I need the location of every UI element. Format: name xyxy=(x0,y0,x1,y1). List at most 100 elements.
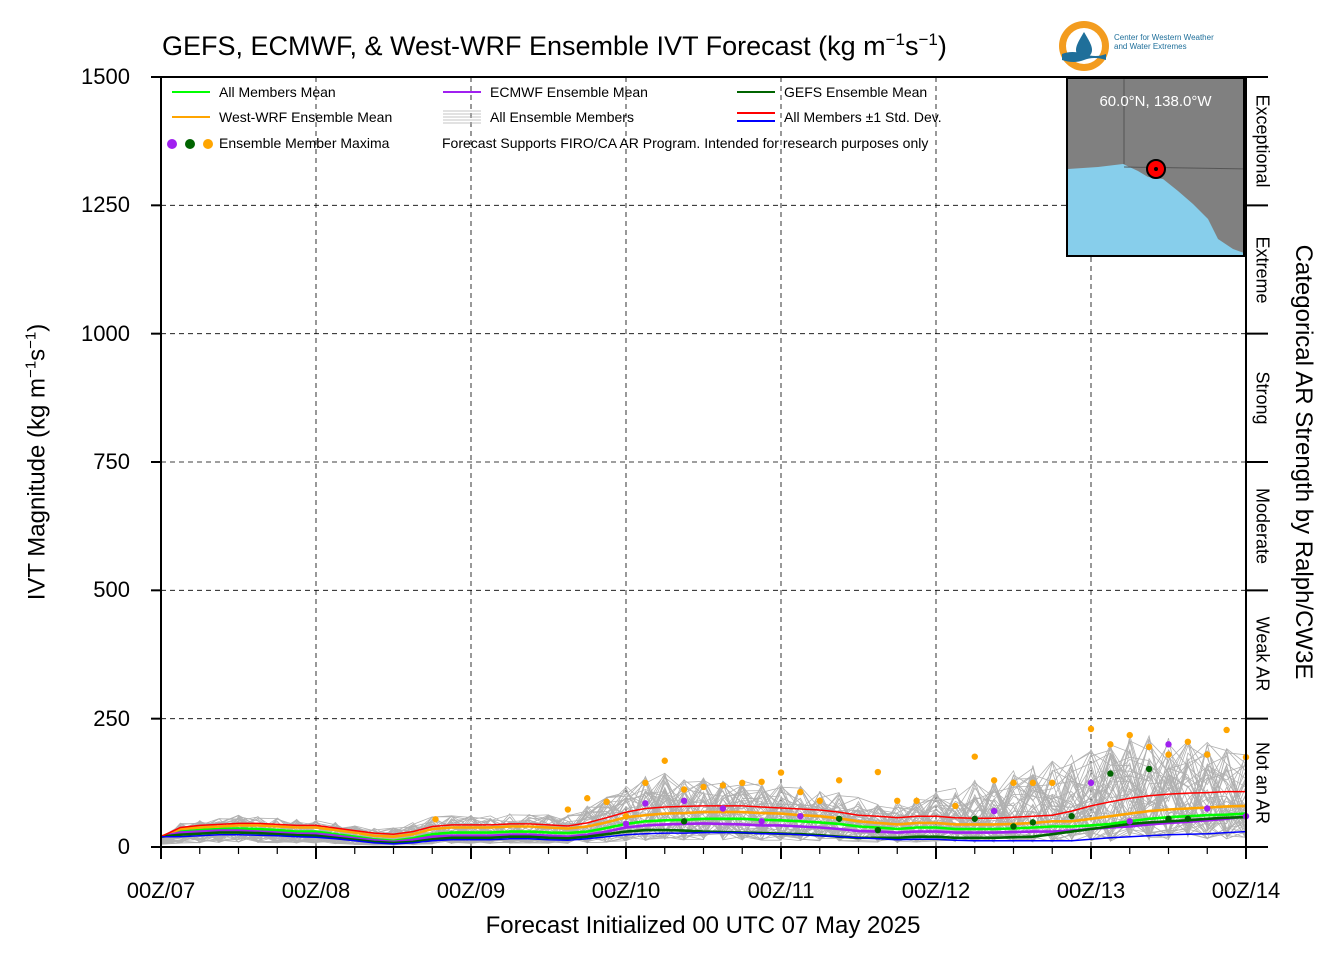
chart-title: GEFS, ECMWF, & West-WRF Ensemble IVT For… xyxy=(162,30,947,61)
x-tick-label: 00Z/11 xyxy=(747,878,815,903)
maximum-point xyxy=(797,813,804,820)
maximum-point xyxy=(874,826,882,834)
maximum-point xyxy=(1165,751,1172,758)
series-line xyxy=(161,830,1247,845)
y-tick-label: 1250 xyxy=(81,192,130,217)
maximum-point xyxy=(1087,725,1095,733)
maximum-point xyxy=(1204,805,1211,812)
maximum-point xyxy=(990,777,998,784)
category-label: Not an AR xyxy=(1252,741,1273,825)
legend-std-dev: All Members ±1 Std. Dev. xyxy=(784,109,942,125)
x-tick-label: 00Z/08 xyxy=(281,878,351,903)
maximum-point xyxy=(739,779,746,787)
maximum-point xyxy=(1029,779,1037,787)
maximum-point xyxy=(1204,751,1211,758)
ensemble-member-line xyxy=(160,752,1247,845)
maximum-point xyxy=(719,805,727,812)
y-tick-label: 1500 xyxy=(81,64,130,89)
category-label: Weak AR xyxy=(1252,616,1273,692)
cw3e-logo-icon xyxy=(1059,21,1109,71)
ensemble-member-line xyxy=(160,748,1247,846)
ensemble-maxima xyxy=(432,725,1250,834)
maximum-point xyxy=(1184,738,1192,745)
maximum-point xyxy=(1049,779,1056,787)
maximum-point xyxy=(874,768,882,776)
location-map-inset: 60.0°N, 138.0°W xyxy=(1066,77,1245,257)
grid-lines xyxy=(161,77,1246,847)
legend-disclaimer: Forecast Supports FIRO/CA AR Program. In… xyxy=(442,135,929,151)
x-tick-label: 00Z/09 xyxy=(436,878,506,903)
x-axis-label: Forecast Initialized 00 UTC 07 May 2025 xyxy=(485,912,921,939)
legend-dot-wrf xyxy=(203,139,213,149)
series-line xyxy=(160,812,1247,843)
maximum-point xyxy=(971,753,978,760)
category-label: Strong xyxy=(1252,371,1273,425)
inset-location-label: 60.0°N, 138.0°W xyxy=(1099,93,1212,110)
maximum-point xyxy=(432,816,439,823)
maximum-point xyxy=(1068,813,1075,820)
maximum-point xyxy=(1165,741,1172,748)
maximum-point xyxy=(622,820,630,828)
maximum-point xyxy=(1029,819,1037,826)
legend-dot-ecmwf xyxy=(167,139,177,149)
y-tick-label: 1000 xyxy=(81,321,130,346)
category-label: Exceptional xyxy=(1252,94,1273,188)
maximum-point xyxy=(680,797,688,804)
maximum-point xyxy=(1087,779,1095,787)
legend-maxima: Ensemble Member Maxima xyxy=(219,135,390,151)
logo-text: Center for Western Weather and Water Ext… xyxy=(1114,33,1214,51)
maximum-point xyxy=(584,795,591,802)
maximum-point xyxy=(1107,741,1114,748)
category-label: Extreme xyxy=(1252,236,1273,304)
legend-swatches xyxy=(167,91,775,149)
maximum-point xyxy=(1184,815,1192,822)
maximum-point xyxy=(642,779,649,787)
legend-all-members: All Ensemble Members xyxy=(490,109,634,125)
maximum-point xyxy=(816,797,823,804)
maximum-point xyxy=(952,802,959,810)
maximum-point xyxy=(758,818,765,825)
x-tick-label: 00Z/07 xyxy=(126,878,196,903)
maximum-point xyxy=(835,777,843,784)
series-line xyxy=(160,804,1247,839)
maximum-point xyxy=(564,806,572,813)
y-tick-label: 500 xyxy=(93,577,130,602)
maximum-point xyxy=(1126,818,1133,825)
series-lines xyxy=(160,790,1247,845)
maximum-point xyxy=(700,783,707,791)
x-tick-label: 00Z/13 xyxy=(1056,878,1126,903)
x-tick-label: 00Z/14 xyxy=(1211,878,1281,903)
category-label: Moderate xyxy=(1252,487,1273,565)
series-line xyxy=(160,815,1247,845)
maximum-point xyxy=(1145,743,1153,751)
maximum-point xyxy=(1145,765,1153,773)
maximum-point xyxy=(1126,731,1133,739)
right-axis-label: Categorical AR Strength by Ralph/CW3E xyxy=(1290,244,1317,680)
legend-ecmwf-mean: ECMWF Ensemble Mean xyxy=(490,84,648,100)
maximum-point xyxy=(642,800,649,807)
cw3e-logo: Center for Western Weather and Water Ext… xyxy=(1058,20,1258,72)
maximum-point xyxy=(661,757,668,764)
maximum-point xyxy=(971,815,978,822)
maximum-point xyxy=(1010,779,1017,787)
x-tick-label: 00Z/12 xyxy=(901,878,971,903)
maximum-point xyxy=(777,769,785,776)
axis-ticks xyxy=(151,76,1268,859)
maximum-point xyxy=(990,807,998,815)
series-line xyxy=(160,814,1247,844)
y-tick-label: 750 xyxy=(93,449,130,474)
maximum-point xyxy=(1223,726,1230,734)
y-axis-label: IVT Magnitude (kg m−1s−1) xyxy=(22,323,51,601)
maximum-point xyxy=(680,818,688,825)
x-tick-label: 00Z/10 xyxy=(591,878,661,903)
maximum-point xyxy=(719,782,727,789)
y-tick-label: 0 xyxy=(117,834,130,859)
maximum-point xyxy=(622,813,630,820)
maximum-point xyxy=(603,798,610,806)
maximum-point xyxy=(1107,770,1114,777)
maximum-point xyxy=(797,788,804,796)
maximum-point xyxy=(1010,823,1017,830)
maximum-point xyxy=(913,797,920,804)
legend-gefs-mean: GEFS Ensemble Mean xyxy=(784,84,928,100)
